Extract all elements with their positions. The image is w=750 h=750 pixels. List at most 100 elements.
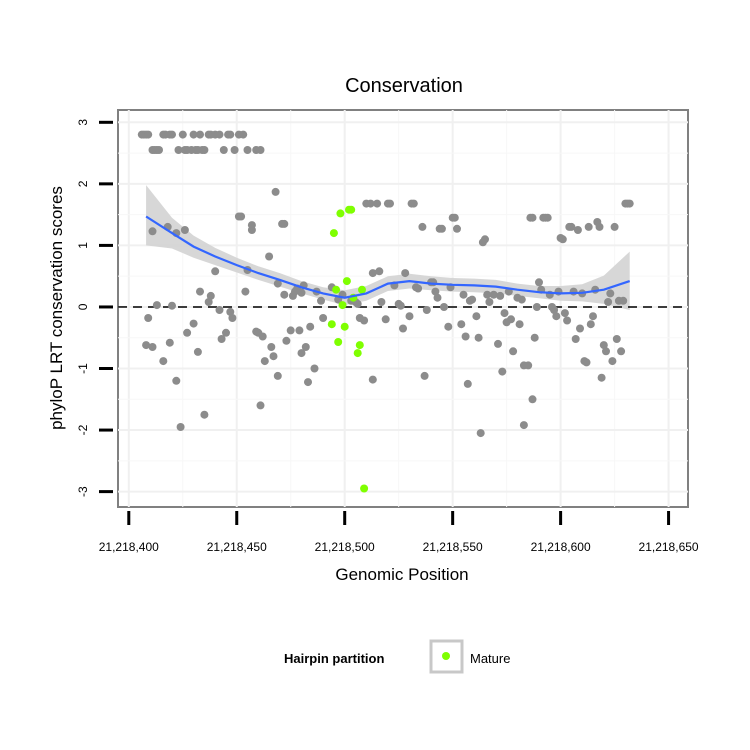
legend-key-mature-dot bbox=[442, 652, 450, 660]
data-point bbox=[168, 301, 176, 310]
data-point bbox=[610, 222, 619, 231]
data-point bbox=[468, 295, 477, 304]
data-point bbox=[576, 324, 584, 333]
x-tick-label: 21,218,400 bbox=[99, 540, 159, 554]
y-axis-label: phyloP LRT conservation scores bbox=[47, 186, 66, 430]
data-point bbox=[286, 326, 295, 335]
data-point bbox=[483, 290, 492, 299]
data-point bbox=[612, 335, 621, 343]
data-point bbox=[563, 316, 572, 325]
data-point-mature bbox=[334, 338, 343, 346]
data-point bbox=[625, 199, 634, 208]
data-point bbox=[489, 290, 498, 299]
data-point-mature bbox=[355, 341, 364, 350]
data-point bbox=[496, 291, 505, 300]
x-tick-label: 21,218,650 bbox=[639, 540, 699, 554]
data-point bbox=[431, 287, 440, 296]
data-point bbox=[226, 130, 235, 139]
data-point bbox=[260, 357, 269, 366]
x-axis-label: Genomic Position bbox=[335, 565, 468, 584]
data-point bbox=[595, 222, 604, 231]
y-axis: 3 2 1 0 -1 -2 -3 bbox=[76, 119, 113, 497]
data-point bbox=[230, 146, 239, 154]
y-tick-label: -1 bbox=[76, 363, 90, 374]
data-point bbox=[193, 347, 202, 356]
x-tick-label: 21,218,600 bbox=[531, 540, 591, 554]
data-point bbox=[306, 322, 315, 331]
data-point bbox=[619, 296, 628, 305]
data-point bbox=[200, 146, 209, 154]
data-point bbox=[204, 298, 213, 306]
confidence-ribbon bbox=[146, 185, 630, 310]
data-point bbox=[317, 296, 325, 305]
data-point bbox=[196, 130, 204, 139]
y-tick-label: 2 bbox=[76, 180, 90, 187]
data-point bbox=[532, 303, 541, 311]
y-tick-label: -3 bbox=[76, 486, 90, 497]
data-point bbox=[528, 213, 537, 222]
legend-title: Hairpin partition bbox=[284, 651, 384, 666]
data-point bbox=[530, 333, 539, 342]
data-point bbox=[597, 373, 606, 382]
data-point bbox=[437, 224, 446, 233]
data-point bbox=[247, 226, 256, 234]
smooth-line-layer bbox=[145, 215, 631, 299]
data-point bbox=[543, 213, 552, 222]
data-point bbox=[200, 410, 209, 419]
data-point bbox=[459, 290, 468, 299]
data-point bbox=[148, 227, 157, 236]
data-point bbox=[360, 316, 369, 325]
data-point bbox=[319, 314, 328, 322]
data-point-mature bbox=[336, 209, 345, 218]
data-point bbox=[498, 367, 507, 376]
data-point bbox=[474, 333, 483, 342]
data-point bbox=[602, 347, 610, 356]
legend: Hairpin partition Mature bbox=[284, 639, 510, 674]
data-point bbox=[500, 309, 509, 318]
data-point bbox=[222, 328, 230, 337]
y-tick-label: -2 bbox=[76, 424, 90, 435]
confidence-ribbon-layer bbox=[146, 185, 630, 310]
data-point-mature bbox=[358, 285, 366, 294]
data-point bbox=[422, 306, 431, 314]
data-point bbox=[414, 284, 423, 293]
data-point bbox=[297, 288, 306, 297]
smooth-trend-line bbox=[145, 215, 631, 299]
legend-label-mature: Mature bbox=[470, 651, 510, 666]
data-point bbox=[457, 320, 466, 329]
data-point bbox=[258, 332, 267, 341]
data-point bbox=[155, 146, 163, 154]
data-point bbox=[472, 312, 481, 321]
data-point bbox=[494, 339, 502, 348]
data-point bbox=[353, 299, 362, 308]
data-point bbox=[567, 222, 576, 231]
data-point bbox=[142, 341, 151, 350]
data-point bbox=[515, 320, 524, 329]
data-point-mature bbox=[353, 349, 362, 358]
data-point bbox=[571, 335, 580, 343]
chart-title: Conservation bbox=[345, 75, 463, 97]
data-point bbox=[560, 309, 569, 318]
data-point bbox=[239, 130, 248, 139]
data-point bbox=[219, 146, 228, 154]
data-point bbox=[381, 315, 390, 324]
data-point bbox=[606, 289, 615, 298]
x-tick-label: 21,218,500 bbox=[315, 540, 375, 554]
data-point bbox=[165, 338, 174, 347]
data-point bbox=[450, 213, 459, 222]
data-point bbox=[183, 328, 192, 337]
data-point-mature bbox=[329, 229, 338, 238]
data-point-mature bbox=[327, 320, 336, 329]
data-point bbox=[386, 199, 394, 208]
data-point bbox=[558, 235, 567, 244]
data-point-mature bbox=[347, 205, 356, 214]
data-point bbox=[377, 298, 386, 306]
data-point bbox=[196, 287, 204, 296]
data-point-mature bbox=[342, 277, 351, 286]
data-point bbox=[396, 301, 405, 310]
y-tick-label: 1 bbox=[76, 242, 90, 249]
data-point bbox=[463, 379, 472, 388]
data-point bbox=[211, 267, 220, 276]
data-point bbox=[409, 199, 418, 208]
data-point bbox=[524, 361, 533, 370]
